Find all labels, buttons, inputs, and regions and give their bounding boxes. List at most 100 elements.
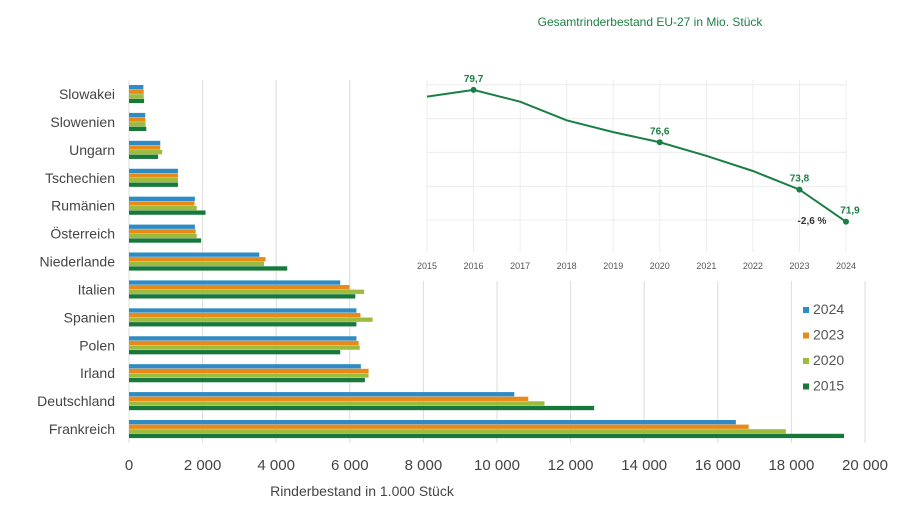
data-point: [796, 186, 803, 193]
bar-2023: [129, 424, 749, 429]
x-tick-label: 4 000: [257, 457, 295, 474]
x-tick-label: 20 000: [842, 457, 888, 474]
bar-2023: [129, 145, 161, 150]
bar-2023: [129, 173, 178, 178]
bar-2023: [129, 368, 369, 374]
bar-2023: [129, 257, 266, 262]
inset-title: Gesamtrinderbestand EU-27 in Mio. Stück: [538, 15, 764, 29]
data-label: 71,9: [840, 206, 860, 217]
inset-x-tick-label: 2018: [557, 261, 577, 271]
bar-2024: [129, 168, 178, 174]
x-tick-label: 2 000: [184, 457, 222, 474]
data-label: 79,7: [464, 74, 484, 85]
legend-label: 2023: [813, 327, 844, 343]
data-point: [843, 218, 849, 225]
bar-2024: [129, 280, 341, 285]
bar-2024: [129, 196, 195, 201]
data-label: 73,8: [790, 174, 810, 185]
x-tick-label: 12 000: [548, 457, 594, 474]
category-label: Slowenien: [50, 114, 115, 130]
x-tick-label: 6 000: [331, 457, 369, 474]
bar-2023: [129, 396, 529, 401]
bar-2020: [129, 429, 786, 434]
legend-label: 2015: [813, 378, 844, 394]
data-point: [656, 139, 663, 146]
category-label: Ungarn: [69, 142, 115, 158]
bar-2020: [129, 261, 265, 266]
bar-2020: [129, 205, 197, 211]
bar-2015: [129, 322, 357, 327]
inset-x-tick-label: 2016: [464, 261, 484, 271]
x-tick-label: 0: [125, 457, 133, 474]
bar-2015: [129, 182, 178, 187]
category-label: Tschechien: [45, 170, 115, 186]
bar-2024: [129, 224, 195, 229]
bar-2024: [129, 420, 736, 425]
legend-marker-2015: [803, 383, 809, 390]
bar-2015: [129, 350, 341, 355]
bar-2024: [129, 252, 260, 257]
bar-2024: [129, 336, 357, 341]
bar-2020: [129, 150, 163, 155]
legend-label: 2024: [813, 301, 844, 317]
inset-x-tick-label: 2023: [789, 261, 809, 271]
inset-x-tick-label: 2015: [417, 261, 437, 271]
x-tick-label: 8 000: [405, 457, 443, 474]
inset-x-tick-label: 2020: [650, 261, 670, 271]
x-tick-label: 18 000: [768, 457, 814, 474]
category-label: Slowakei: [59, 86, 115, 102]
bar-2023: [129, 201, 195, 206]
x-tick-label: 10 000: [474, 457, 520, 474]
bar-2024: [129, 112, 146, 118]
bar-2020: [129, 94, 144, 99]
bar-2015: [129, 266, 288, 271]
bar-2024: [129, 392, 515, 397]
x-tick-label: 14 000: [621, 457, 667, 474]
data-label: 76,6: [650, 126, 670, 137]
bar-2023: [129, 117, 146, 122]
inset-x-tick-label: 2022: [743, 261, 763, 271]
legend-marker-2024: [803, 307, 809, 313]
bar-2015: [129, 377, 365, 383]
bar-2020: [129, 289, 365, 294]
x-tick-label: 16 000: [695, 457, 741, 474]
x-axis-title: Rinderbestand in 1.000 Stück: [270, 483, 455, 499]
bar-2023: [129, 89, 144, 94]
bar-2015: [129, 98, 145, 104]
bar-2020: [129, 373, 369, 378]
inset-x-tick-label: 2019: [603, 261, 623, 271]
inset-x-tick-label: 2024: [836, 261, 856, 271]
bar-2015: [129, 238, 202, 243]
category-label: Irland: [80, 365, 115, 381]
inset-x-tick-label: 2021: [696, 261, 716, 271]
bar-2015: [129, 210, 206, 215]
bar-2024: [129, 85, 144, 90]
category-label: Polen: [79, 337, 115, 353]
category-label: Österreich: [50, 225, 115, 242]
bar-2023: [129, 229, 196, 234]
bar-2023: [129, 285, 350, 290]
bar-2024: [129, 364, 361, 369]
bar-2015: [129, 405, 595, 411]
bar-2020: [129, 401, 545, 406]
bar-2015: [129, 154, 159, 159]
bar-2015: [129, 294, 356, 299]
change-annotation: -2,6 %: [798, 216, 827, 227]
bar-2020: [129, 122, 146, 127]
data-point: [470, 86, 477, 93]
bar-2015: [129, 126, 147, 132]
bar-2020: [129, 345, 360, 350]
category-label: Rumänien: [51, 198, 115, 214]
legend-label: 2020: [813, 352, 844, 368]
category-label: Spanien: [64, 309, 115, 325]
category-label: Frankreich: [49, 421, 115, 437]
category-label: Niederlande: [40, 254, 116, 270]
category-label: Deutschland: [37, 393, 115, 409]
inset-x-tick-label: 2017: [510, 261, 530, 271]
bar-2020: [129, 317, 373, 322]
legend-marker-2023: [803, 332, 809, 339]
bar-2023: [129, 340, 359, 346]
bar-2020: [129, 177, 178, 183]
